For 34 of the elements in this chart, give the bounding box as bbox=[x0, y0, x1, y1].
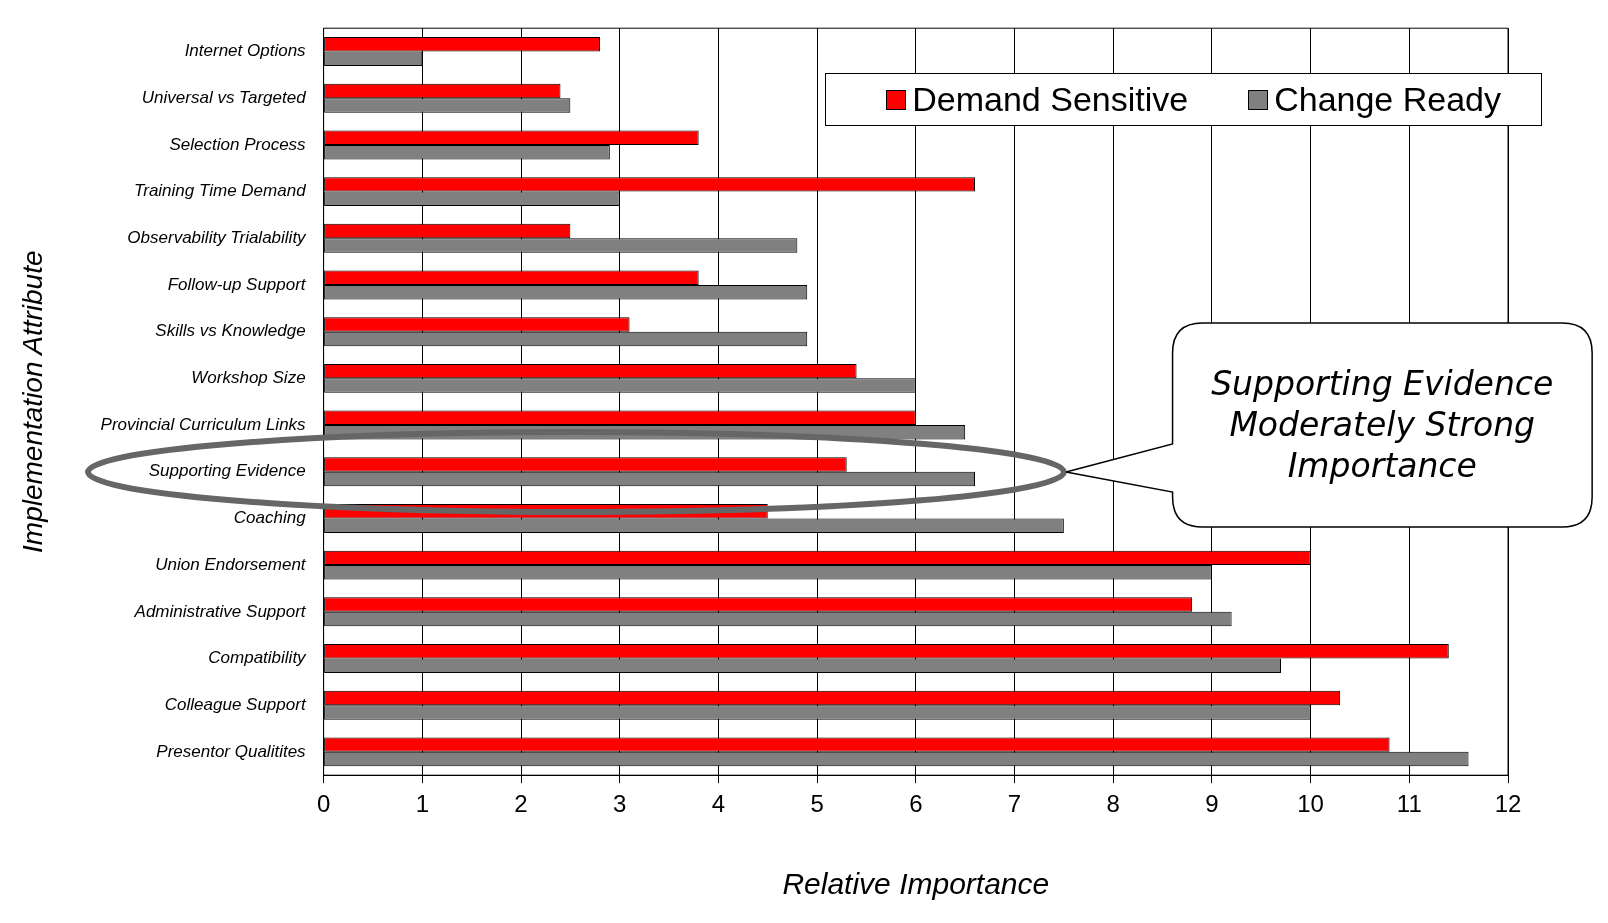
x-tick-label: 5 bbox=[810, 790, 824, 818]
x-tick-label: 6 bbox=[909, 790, 923, 818]
y-tick-label: Compatibility bbox=[208, 648, 308, 668]
x-tick-label: 12 bbox=[1494, 790, 1522, 818]
y-tick-label: Skills vs Knowledge bbox=[155, 321, 306, 341]
y-tick-label: Administrative Support bbox=[133, 601, 307, 621]
y-tick-label: Supporting Evidence bbox=[148, 461, 306, 481]
y-tick-label: Follow-up Support bbox=[167, 274, 307, 294]
y-tick-label: Colleague Support bbox=[164, 694, 307, 714]
x-tick-label: 7 bbox=[1007, 790, 1022, 818]
y-tick-label: Internet Options bbox=[184, 41, 307, 61]
legend-label: Change Ready bbox=[1273, 80, 1501, 120]
x-tick-label: 2 bbox=[514, 790, 528, 818]
legend-label: Demand Sensitive bbox=[911, 80, 1189, 120]
x-axis-title: Relative Importance bbox=[782, 867, 1050, 901]
y-tick-label: Observability Trialability bbox=[127, 228, 308, 248]
y-tick-label: Provincial Curriculum Links bbox=[100, 414, 307, 434]
x-tick-label: 11 bbox=[1396, 790, 1422, 818]
y-tick-label: Union Endorsement bbox=[155, 554, 307, 574]
y-tick-label: Universal vs Targeted bbox=[141, 87, 307, 107]
y-tick-label: Workshop Size bbox=[191, 368, 306, 388]
y-axis-title: Implementation Attribute bbox=[16, 250, 48, 553]
x-tick-label: 4 bbox=[711, 790, 726, 818]
x-tick-label: 3 bbox=[613, 790, 627, 818]
x-tick-label: 9 bbox=[1205, 790, 1219, 818]
y-tick-label: Selection Process bbox=[169, 134, 307, 154]
x-tick-label: 1 bbox=[415, 790, 429, 818]
x-tick-label: 0 bbox=[316, 790, 331, 818]
y-tick-label: Presentor Qualitites bbox=[156, 741, 307, 761]
y-tick-label: Coaching bbox=[233, 508, 307, 528]
y-tick-label: Training Time Demand bbox=[134, 181, 307, 201]
annotation: Supporting Evidence Moderately Strong Importance bbox=[1210, 362, 1555, 487]
x-tick-label: 8 bbox=[1106, 790, 1120, 818]
x-tick-label: 10 bbox=[1297, 790, 1324, 818]
